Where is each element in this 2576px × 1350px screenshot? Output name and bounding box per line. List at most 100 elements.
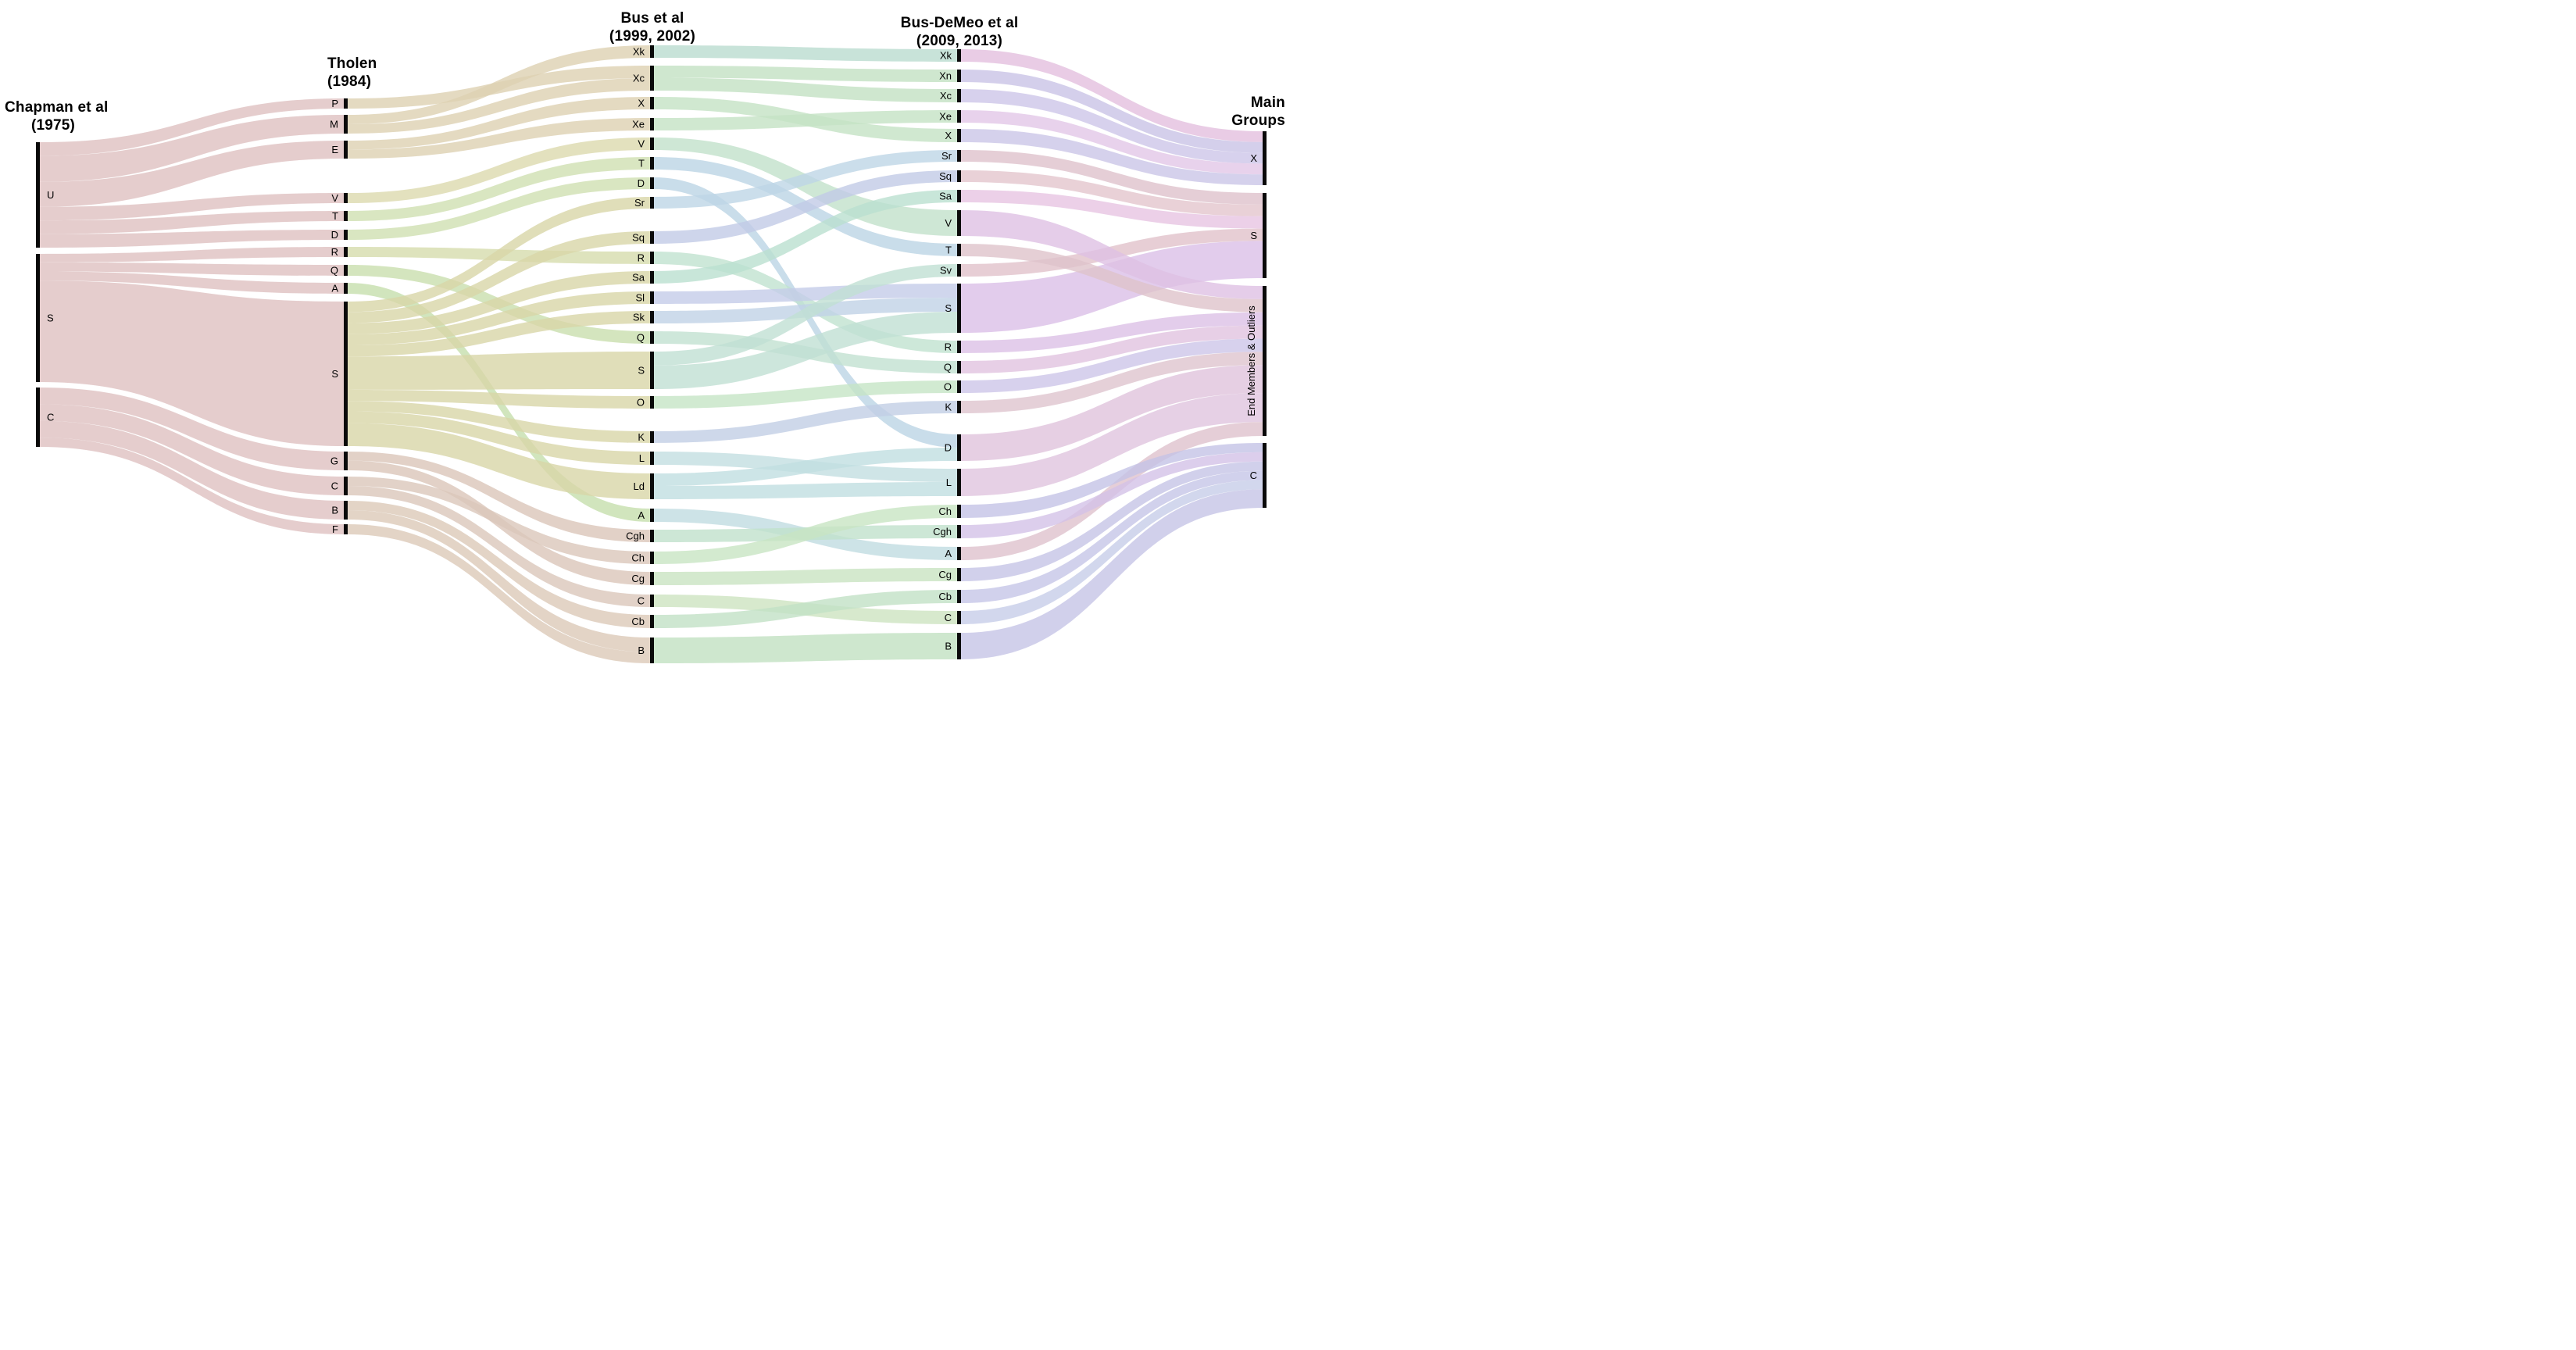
sankey-node-tholen-C xyxy=(344,477,348,495)
header-line: Bus-DeMeo et al xyxy=(900,15,1019,31)
node-label-bus-X: X xyxy=(638,98,645,109)
sankey-node-tholen-M xyxy=(344,115,348,134)
sankey-node-bus-Sq xyxy=(650,231,654,244)
sankey-node-demeo-Q xyxy=(957,361,961,373)
node-label-main-X: X xyxy=(1250,152,1257,164)
node-label-demeo-C: C xyxy=(945,612,952,623)
sankey-link-B-to-B xyxy=(348,510,650,652)
node-label-bus-Q: Q xyxy=(637,332,645,344)
node-label-demeo-A: A xyxy=(945,548,952,559)
node-label-bus-Xc: Xc xyxy=(633,73,645,84)
sankey-node-bus-Xk xyxy=(650,45,654,58)
node-label-tholen-P: P xyxy=(331,98,338,109)
node-label-demeo-S: S xyxy=(945,302,952,314)
sankey-link-U-to-M xyxy=(40,115,344,182)
node-label-demeo-Xe: Xe xyxy=(939,111,952,123)
sankey-node-bus-S xyxy=(650,352,654,389)
node-label-tholen-M: M xyxy=(330,119,338,130)
sankey-link-U-to-E xyxy=(40,141,344,207)
node-label-tholen-E: E xyxy=(331,144,338,155)
sankey-link-K-to-K xyxy=(654,401,957,443)
sankey-link-U-to-T xyxy=(40,211,344,234)
node-label-demeo-D: D xyxy=(945,442,952,454)
sankey-link-Sr-to-S xyxy=(961,150,1263,205)
sankey-node-demeo-Sr xyxy=(957,150,961,162)
sankey-link-M-to-Xk xyxy=(348,45,650,124)
sankey-node-demeo-Xc xyxy=(957,89,961,102)
node-label-tholen-R: R xyxy=(331,246,338,258)
sankey-node-bus-Cgh xyxy=(650,530,654,542)
sankey-node-chapman-S xyxy=(36,254,40,382)
sankey-node-demeo-S xyxy=(957,284,961,333)
node-label-bus-Xk: Xk xyxy=(633,46,645,58)
node-label-demeo-Ch: Ch xyxy=(938,505,952,517)
sankey-node-demeo-Cg xyxy=(957,568,961,581)
sankey-node-bus-Cb xyxy=(650,615,654,628)
sankey-link-Sa-to-S xyxy=(961,190,1263,229)
node-label-demeo-Q: Q xyxy=(944,362,952,373)
sankey-link-S-to-Sq xyxy=(348,231,650,323)
sankey-node-tholen-Q xyxy=(344,265,348,276)
sankey-link-Sr-to-Sr xyxy=(654,150,957,209)
sankey-link-Ld-to-L xyxy=(654,482,957,499)
sankey-node-demeo-Xn xyxy=(957,70,961,82)
sankey-node-tholen-S xyxy=(344,302,348,446)
sankey-link-Xe-to-Xe xyxy=(654,110,957,130)
sankey-node-tholen-T xyxy=(344,211,348,221)
sankey-node-bus-Sr xyxy=(650,197,654,209)
sankey-node-demeo-L xyxy=(957,469,961,496)
sankey-link-S-to-O xyxy=(348,389,650,409)
sankey-link-Ld-to-D xyxy=(654,448,957,487)
sankey-node-demeo-Cb xyxy=(957,590,961,603)
sankey-link-Q-to-EM xyxy=(961,325,1263,373)
sankey-link-O-to-O xyxy=(654,380,957,409)
sankey-node-tholen-P xyxy=(344,98,348,109)
node-label-demeo-O: O xyxy=(944,381,952,393)
sankey-node-demeo-A xyxy=(957,547,961,560)
node-label-demeo-R: R xyxy=(945,341,952,353)
node-label-demeo-T: T xyxy=(945,245,952,256)
sankey-node-main-X xyxy=(1263,131,1267,185)
node-label-main-EM: End Members & Outliers xyxy=(1245,305,1257,416)
node-label-demeo-Cb: Cb xyxy=(938,591,952,602)
sankey-node-demeo-Sa xyxy=(957,190,961,202)
sankey-node-bus-Sk xyxy=(650,311,654,323)
sankey-link-S-to-S xyxy=(40,280,344,446)
sankey-link-S-to-Sr xyxy=(348,197,650,312)
sankey-link-Xk-to-Xk xyxy=(654,45,957,62)
sankey-node-demeo-Sv xyxy=(957,264,961,277)
sankey-figure: U S C P M E V T D R Q A S G C B F Xk Xc X Xe V T D Sr Sq R Sa Sl Sk Q S… xyxy=(0,0,1288,675)
sankey-link-Xk-to-X xyxy=(961,49,1263,142)
header-line: (1984) xyxy=(327,73,372,91)
sankey-link-E-to-Xe xyxy=(348,118,650,159)
sankey-link-S-to-Sa xyxy=(348,271,650,334)
sankey-link-B-to-Cb xyxy=(348,501,650,628)
node-label-bus-T: T xyxy=(638,158,645,170)
column-header-tholen: Tholen (1984) xyxy=(327,55,421,91)
sankey-link-F-to-B xyxy=(348,524,650,663)
sankey-node-bus-Sa xyxy=(650,271,654,284)
sankey-node-demeo-O xyxy=(957,380,961,393)
sankey-node-bus-D xyxy=(650,177,654,189)
node-label-tholen-G: G xyxy=(330,455,338,467)
node-label-demeo-Cg: Cg xyxy=(938,569,952,580)
sankey-node-bus-T xyxy=(650,157,654,170)
node-label-main-S: S xyxy=(1250,230,1257,241)
sankey-link-U-to-V xyxy=(40,193,344,221)
node-label-bus-Ch: Ch xyxy=(631,552,645,564)
column-header-main-groups: Main Groups xyxy=(1168,94,1285,130)
node-label-tholen-B: B xyxy=(331,505,338,516)
sankey-node-bus-Xe xyxy=(650,118,654,130)
node-label-bus-Xe: Xe xyxy=(632,119,645,130)
sankey-link-B-to-C xyxy=(961,489,1263,659)
sankey-link-S-to-A xyxy=(40,271,344,294)
sankey-link-C-to-F xyxy=(40,438,344,534)
node-label-demeo-Xk: Xk xyxy=(940,50,952,62)
sankey-link-Cg-to-C xyxy=(961,461,1263,581)
sankey-node-demeo-C xyxy=(957,611,961,624)
node-label-main-C: C xyxy=(1250,470,1257,481)
sankey-node-bus-L xyxy=(650,452,654,465)
sankey-node-bus-O xyxy=(650,396,654,409)
sankey-link-C-to-B xyxy=(40,420,344,520)
sankey-link-S-to-Sv xyxy=(654,264,957,366)
